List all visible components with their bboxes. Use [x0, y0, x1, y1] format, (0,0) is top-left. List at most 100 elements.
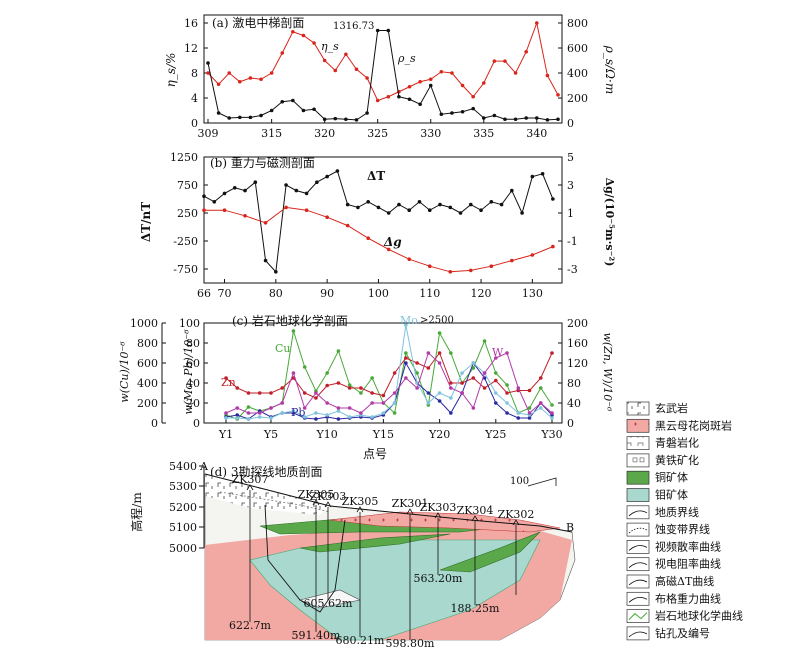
data-point	[450, 111, 454, 115]
data-point	[513, 71, 518, 75]
tick-label: 200	[567, 92, 588, 105]
data-point	[481, 116, 486, 120]
tick-label: 200	[137, 397, 158, 410]
data-point	[235, 386, 240, 390]
series-line	[207, 30, 559, 121]
data-point	[304, 191, 309, 196]
section-basalt	[205, 474, 330, 515]
data-point	[449, 411, 453, 415]
legend-label: 钻孔及编号	[655, 626, 710, 640]
data-point	[354, 118, 359, 122]
drillhole-label: ZK301	[392, 497, 429, 510]
data-point	[301, 108, 306, 113]
legend-swatch-pyrite	[626, 453, 650, 468]
panel-b-title: (b) 重力与磁测剖面	[210, 155, 315, 170]
panel-d-title: (d) 3勘探线地质剖面	[210, 465, 323, 479]
data-point	[460, 381, 464, 385]
data-point	[510, 258, 514, 263]
section-end-b: B	[566, 521, 574, 534]
legend-label: 铜矿体	[655, 470, 688, 484]
legend-curve	[628, 596, 648, 603]
data-point	[235, 413, 240, 417]
svg-text:5000: 5000	[169, 542, 197, 555]
data-point	[274, 270, 278, 274]
data-point	[437, 351, 442, 355]
data-point	[284, 183, 288, 187]
data-point	[345, 202, 350, 207]
tick-label: 320	[314, 127, 335, 140]
data-point	[510, 188, 514, 193]
data-point	[437, 361, 442, 365]
svg-text:5300: 5300	[169, 480, 197, 493]
data-point	[545, 118, 550, 122]
data-point	[516, 386, 521, 390]
data-point	[527, 406, 532, 410]
data-point	[407, 208, 412, 212]
legend-label: 黄铁矿化	[655, 453, 699, 467]
data-point	[428, 83, 433, 88]
series-line	[207, 21, 559, 102]
tick-label: 0	[191, 117, 198, 130]
pyrite-mark	[639, 457, 645, 463]
data-point	[538, 386, 543, 390]
data-point	[202, 194, 206, 198]
tick-label: 200	[567, 317, 588, 330]
data-point	[302, 415, 307, 419]
data-point	[224, 411, 228, 415]
data-point	[257, 411, 262, 415]
data-point	[551, 244, 555, 249]
tick-label: 5	[567, 151, 574, 164]
data-point	[427, 264, 432, 269]
data-point	[493, 356, 498, 360]
data-point	[376, 205, 381, 210]
panel-d: (d) 3勘探线地质剖面 高程/m 5400 5300 5200 5100 50…	[129, 460, 576, 650]
data-point	[460, 83, 465, 88]
data-point	[505, 411, 509, 415]
data-point	[291, 98, 295, 103]
data-point	[314, 396, 318, 400]
series-label-mo: Mo	[400, 314, 418, 327]
data-point	[344, 117, 348, 122]
legend-swatch-propylitic	[626, 436, 650, 450]
tick-label: 160	[567, 337, 588, 350]
data-point	[257, 415, 262, 419]
data-point	[471, 406, 476, 410]
data-point	[227, 116, 232, 120]
data-point	[263, 221, 268, 225]
data-point	[238, 115, 242, 120]
data-point	[448, 205, 453, 210]
data-point	[222, 191, 227, 196]
data-point	[545, 73, 550, 78]
legend-label: 青磐岩化	[655, 436, 699, 450]
data-point	[407, 84, 412, 89]
data-point	[302, 391, 307, 395]
panel-b-x-axis: 66 70 80 90 100 110 120 130	[197, 279, 543, 300]
data-point	[216, 111, 221, 115]
tick-label: 250	[177, 207, 198, 220]
data-point	[524, 116, 528, 120]
legend-swatch-mo-ore	[626, 488, 650, 502]
data-point	[479, 208, 483, 212]
series-label-pb: Pb	[291, 406, 305, 419]
data-point	[232, 186, 237, 190]
data-point	[325, 401, 329, 405]
data-point	[505, 401, 509, 405]
series-line	[204, 206, 554, 273]
tick-label: 120	[471, 287, 492, 300]
data-point	[493, 378, 498, 383]
data-point	[291, 409, 296, 413]
svg-text:5400: 5400	[169, 460, 197, 473]
tick-label: 80	[567, 377, 581, 390]
series-label-zn: Zn	[221, 376, 236, 389]
data-point	[336, 409, 341, 413]
data-point	[460, 391, 464, 395]
data-point	[347, 383, 352, 387]
data-point	[370, 401, 374, 405]
data-point	[206, 61, 210, 65]
tick-label: 40	[567, 397, 581, 410]
panel-b-ylabel-left: ΔT/nT	[139, 202, 153, 242]
data-point	[227, 71, 232, 75]
tick-label: Y1	[218, 428, 233, 441]
legend-label: 岩石地球化学曲线	[655, 609, 743, 623]
legend-swatch-drillhole	[626, 626, 650, 641]
